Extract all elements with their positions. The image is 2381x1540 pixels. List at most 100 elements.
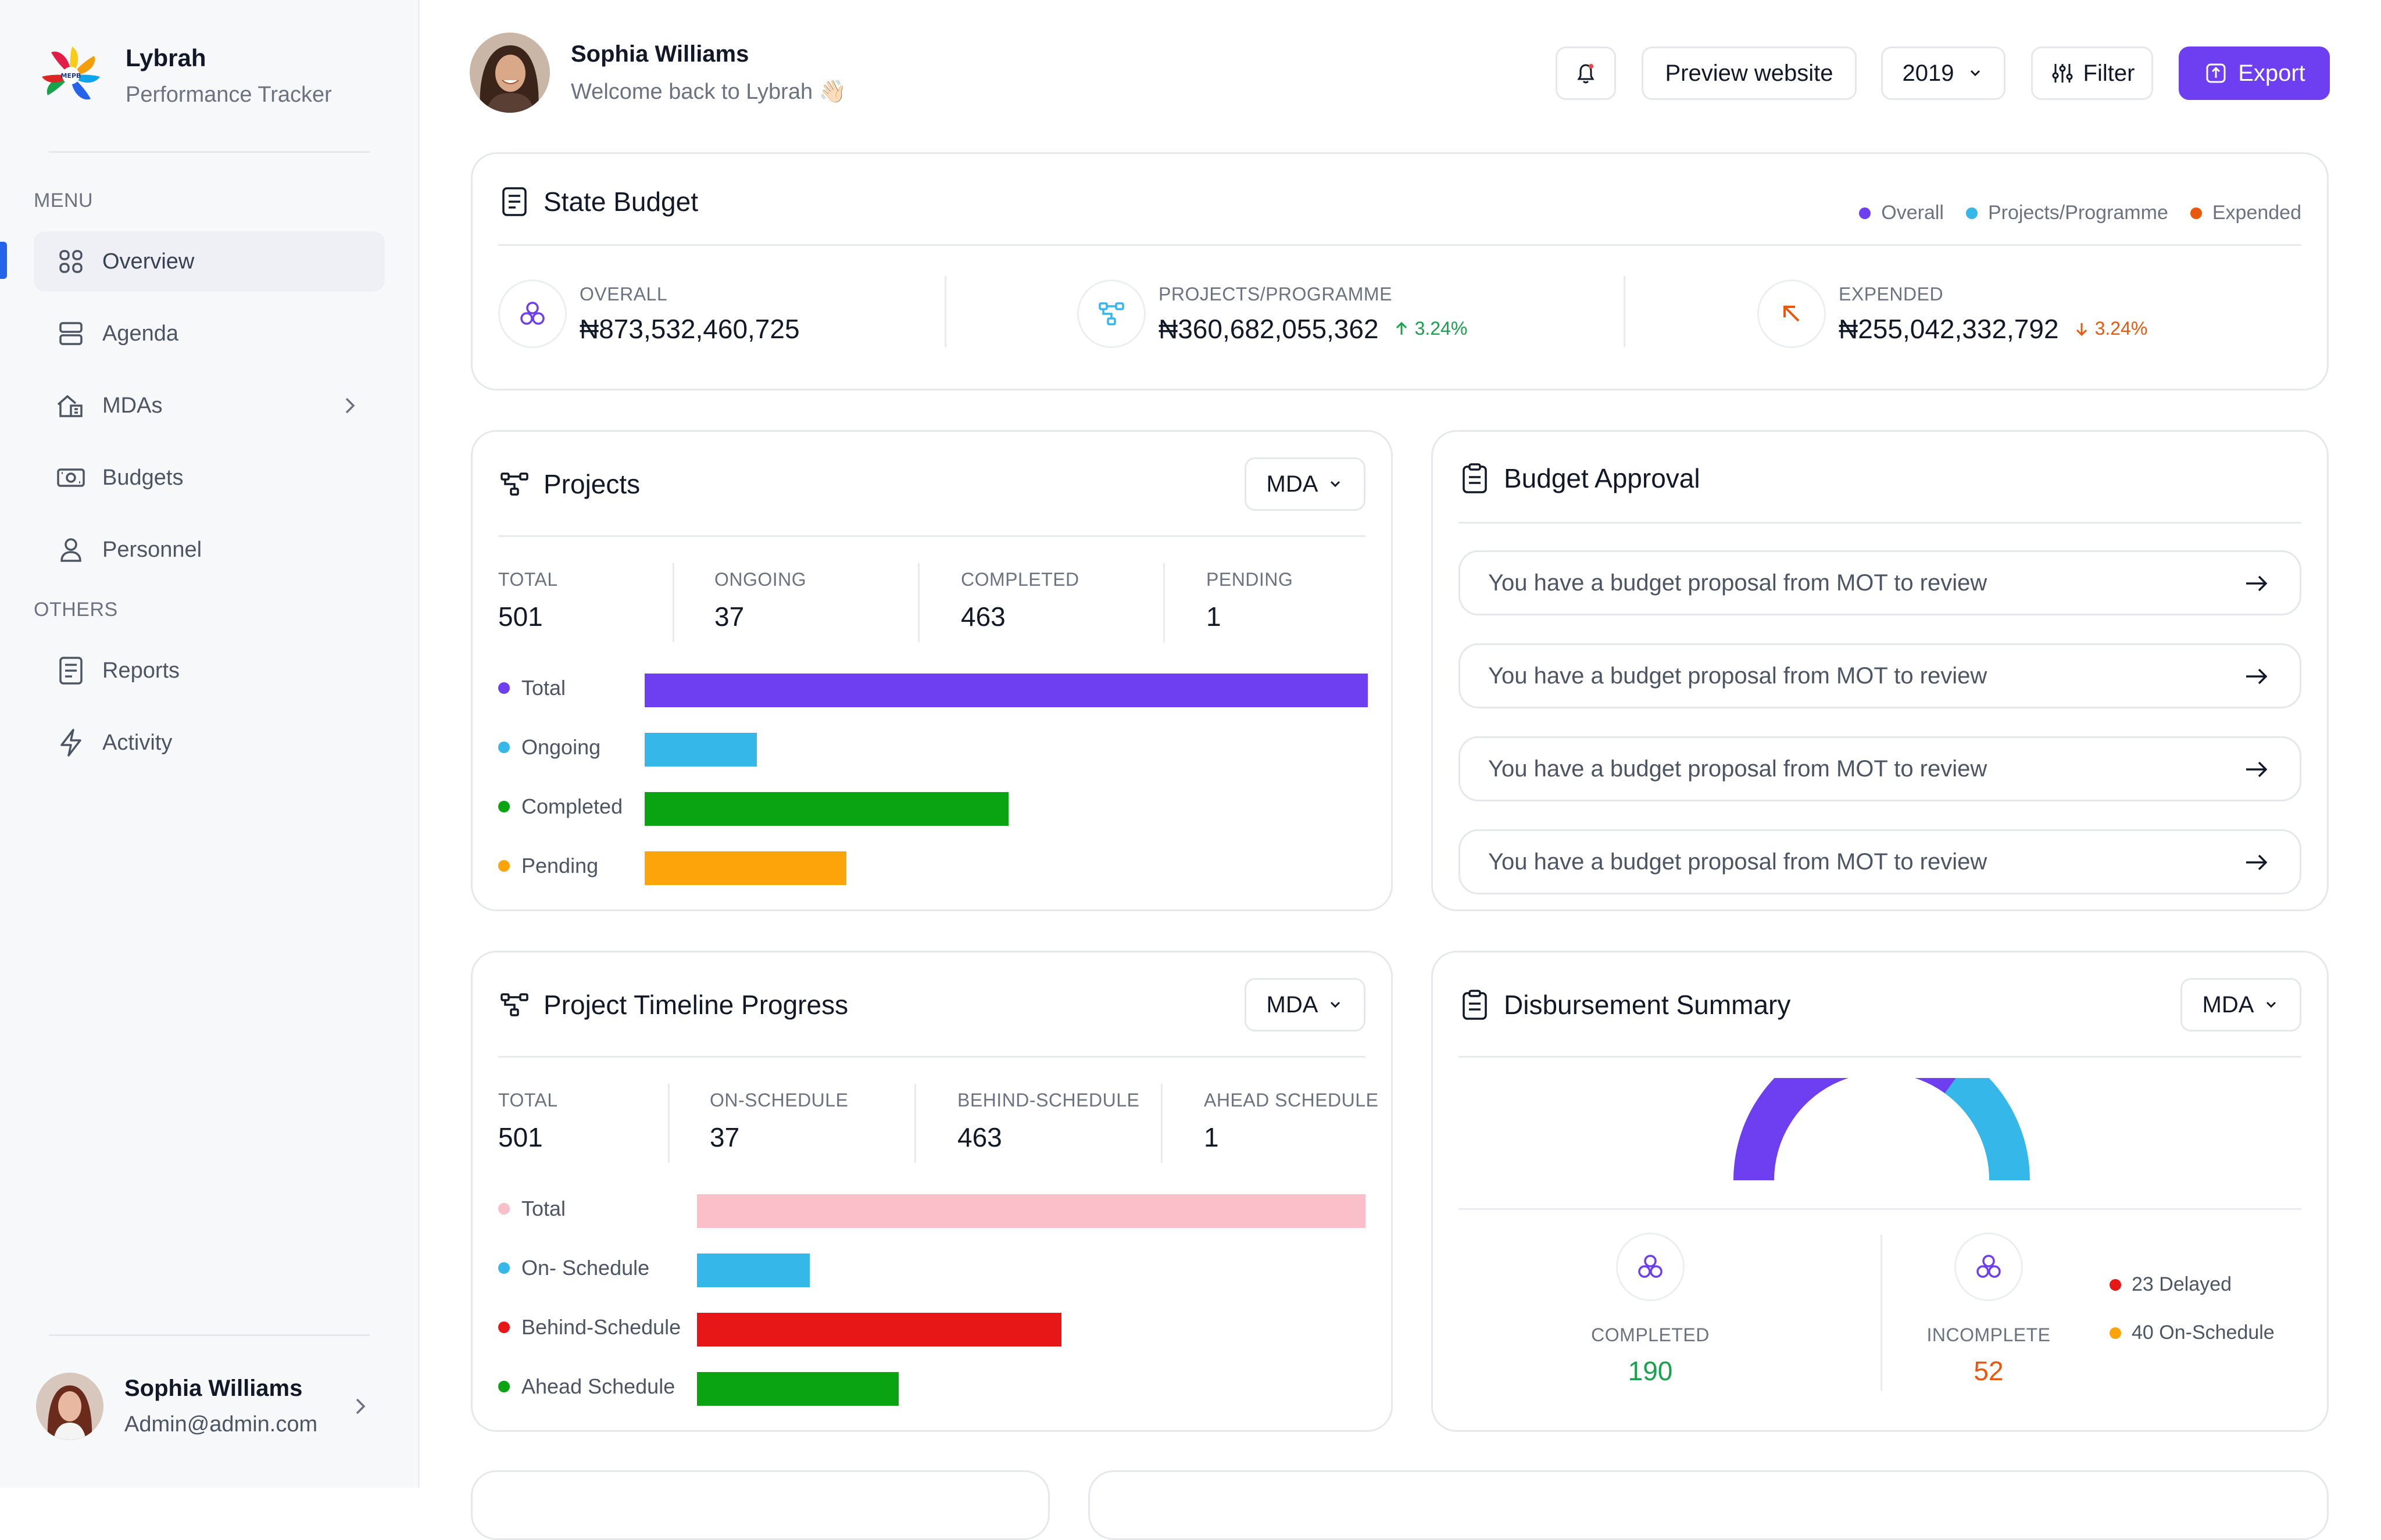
year-select[interactable]: 2019 <box>1881 46 2005 100</box>
mda-filter-value: MDA <box>1266 991 1318 1018</box>
stat-value: ₦360,682,055,362 <box>1159 313 1379 344</box>
network-icon <box>1077 280 1146 348</box>
menu-section-label: MENU <box>34 189 94 212</box>
arrow-right-icon <box>2246 761 2268 778</box>
approval-text: You have a budget proposal from MOT to r… <box>1488 662 1987 689</box>
disbursement-summary-card: Disbursement Summary MDA COMPLETED 190 I… <box>1431 951 2329 1432</box>
sidebar-item-mdas[interactable]: MDAs <box>34 375 385 436</box>
brand-name: Lybrah <box>126 44 206 71</box>
metric-total: TOTAL 501 <box>498 569 558 632</box>
network-icon <box>498 989 531 1021</box>
disbursement-legend: 23 Delayed 40 On-Schedule <box>2110 1273 2275 1370</box>
card-divider <box>498 535 1365 537</box>
bar-total <box>645 674 1368 707</box>
bar-ahead-schedule <box>697 1372 899 1406</box>
bar-behind-schedule <box>697 1313 1061 1346</box>
active-indicator <box>0 242 7 279</box>
filter-button[interactable]: Filter <box>2031 46 2153 100</box>
chevron-right-icon[interactable] <box>351 1396 370 1417</box>
expended-stat: EXPENDED ₦255,042,332,792 3.24% <box>1757 280 2147 348</box>
mda-filter-select[interactable]: MDA <box>1245 457 1365 511</box>
sidebar-user-name: Sophia Williams <box>124 1376 303 1401</box>
cluster-icon <box>498 280 567 348</box>
delta-down: 3.24% <box>2073 318 2147 339</box>
sidebar-item-label: Overview <box>102 249 195 274</box>
welcome-message: Welcome back to Lybrah 👋🏻 <box>571 79 846 104</box>
completed-stat: COMPLETED 190 <box>1575 1233 1726 1387</box>
stat-value: ₦873,532,460,725 <box>580 313 800 344</box>
approval-text: You have a budget proposal from MOT to r… <box>1488 848 1987 875</box>
disbursement-title-row: Disbursement Summary <box>1458 989 1790 1021</box>
metric-pending: PENDING 1 <box>1206 569 1293 632</box>
arrow-up-left-icon <box>1757 280 1826 348</box>
chevron-down-icon <box>1331 1001 1340 1008</box>
sidebar-item-label: Agenda <box>102 321 179 346</box>
approval-text: You have a budget proposal from MOT to r… <box>1488 570 1987 596</box>
sidebar-item-label: Reports <box>102 658 180 683</box>
stat-separator <box>1624 276 1625 347</box>
bar-label-total: Total <box>498 676 566 700</box>
sidebar-user-email: Admin@admin.com <box>124 1412 318 1437</box>
bar-label-behind-schedule: Behind-Schedule <box>498 1315 681 1340</box>
sidebar: MEPB Lybrah Performance Tracker MENU Ove… <box>0 0 420 1488</box>
arrow-right-icon <box>2246 854 2268 871</box>
card-divider <box>498 1056 1365 1058</box>
projects-stat: PROJECTS/PROGRAMME ₦360,682,055,362 3.24… <box>1077 280 1467 348</box>
bar-total <box>697 1194 1365 1228</box>
sidebar-item-label: MDAs <box>102 393 163 418</box>
chevron-down-icon <box>2266 1001 2276 1008</box>
stat-label: COMPLETED <box>1591 1324 1710 1345</box>
chevron-down-icon <box>1971 70 1980 77</box>
projects-title-row: Projects <box>498 468 640 500</box>
bar-label-total: Total <box>498 1197 566 1221</box>
money-icon <box>55 461 87 494</box>
mda-filter-value: MDA <box>2202 991 2254 1018</box>
sidebar-item-agenda[interactable]: Agenda <box>34 303 385 364</box>
mda-filter-value: MDA <box>1266 471 1318 497</box>
avatar[interactable] <box>470 33 550 113</box>
stat-label: EXPENDED <box>1839 283 1944 305</box>
header-user-name: Sophia Williams <box>571 41 749 67</box>
bell-icon <box>1577 64 1595 84</box>
state-budget-title-row: State Budget <box>498 185 698 218</box>
brand[interactable]: MEPB Lybrah Performance Tracker <box>36 41 332 110</box>
approval-item[interactable]: You have a budget proposal from MOT to r… <box>1458 829 2301 894</box>
delta-up: 3.24% <box>1393 318 1467 339</box>
preview-website-button[interactable]: Preview website <box>1642 46 1857 100</box>
year-value: 2019 <box>1902 60 1954 86</box>
metric-behind-schedule: BEHIND-SCHEDULE 463 <box>957 1090 1140 1152</box>
export-button[interactable]: Export <box>2179 46 2330 100</box>
approval-item[interactable]: You have a budget proposal from MOT to r… <box>1458 550 2301 615</box>
card-title: Budget Approval <box>1504 463 1700 493</box>
cluster-icon <box>1616 1233 1685 1301</box>
home-building-icon <box>55 389 87 422</box>
document-icon <box>55 654 87 687</box>
approval-item[interactable]: You have a budget proposal from MOT to r… <box>1458 736 2301 801</box>
bar-completed <box>645 792 1009 826</box>
brand-logo: MEPB <box>36 41 106 110</box>
sidebar-user-profile[interactable]: Sophia Williams Admin@admin.com <box>36 1373 385 1440</box>
bar-label-pending: Pending <box>498 854 598 878</box>
notification-button[interactable] <box>1556 46 1616 100</box>
avatar <box>36 1373 103 1440</box>
sidebar-item-budgets[interactable]: Budgets <box>34 447 385 508</box>
mda-filter-select[interactable]: MDA <box>2180 978 2301 1032</box>
sidebar-item-reports[interactable]: Reports <box>34 640 385 701</box>
approval-text: You have a budget proposal from MOT to r… <box>1488 755 1987 782</box>
stat-separator <box>1881 1235 1882 1391</box>
budget-approval-card: Budget Approval You have a budget propos… <box>1431 430 2329 911</box>
stat-separator <box>945 276 946 347</box>
stat-label: PROJECTS/PROGRAMME <box>1159 283 1392 305</box>
sidebar-item-overview[interactable]: Overview <box>34 231 385 292</box>
sidebar-item-personnel[interactable]: Personnel <box>34 520 385 580</box>
document-icon <box>498 185 531 218</box>
legend-item-expended: Expended <box>2190 202 2301 224</box>
mda-filter-select[interactable]: MDA <box>1245 978 1365 1032</box>
card-title: Project Timeline Progress <box>544 990 849 1020</box>
arrow-right-icon <box>2246 575 2268 592</box>
approval-item[interactable]: You have a budget proposal from MOT to r… <box>1458 643 2301 708</box>
incomplete-stat: INCOMPLETE 52 <box>1913 1233 2064 1387</box>
clipboard-icon <box>1458 462 1491 495</box>
sidebar-item-activity[interactable]: Activity <box>34 712 385 773</box>
chevron-right-icon[interactable] <box>341 395 359 416</box>
